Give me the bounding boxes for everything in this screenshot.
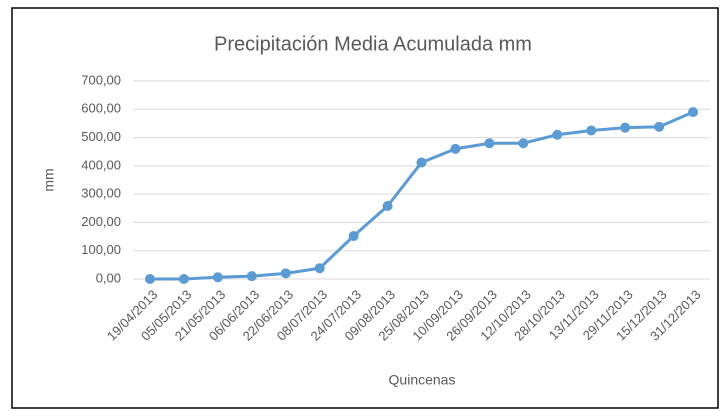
y-tick-label: 100,00 (81, 242, 121, 257)
point (654, 121, 665, 132)
point (144, 274, 155, 284)
point (450, 143, 461, 154)
point (280, 268, 291, 279)
point (178, 274, 189, 284)
y-tick-label: 300,00 (81, 186, 121, 201)
point (314, 263, 325, 274)
y-tick-label: 500,00 (81, 129, 121, 144)
point (212, 272, 223, 283)
chart-frame (11, 7, 719, 409)
point (620, 122, 631, 133)
point (416, 157, 427, 168)
point (246, 271, 257, 282)
point (552, 129, 563, 140)
chart-title: Precipitación Media Acumulada mm (214, 33, 532, 55)
x-axis-label: Quincenas (389, 372, 456, 388)
point (586, 125, 597, 136)
y-tick-label: 600,00 (81, 101, 121, 116)
point (484, 138, 495, 149)
y-tick-label: 700,00 (81, 72, 121, 87)
y-tick-label: 400,00 (81, 157, 121, 172)
y-tick-label: 0,00 (96, 270, 121, 285)
y-axis-label: mm (41, 168, 57, 191)
point (518, 138, 529, 149)
y-tick-label: 200,00 (81, 214, 121, 229)
point (688, 107, 699, 118)
point (382, 201, 393, 212)
point (348, 231, 359, 242)
